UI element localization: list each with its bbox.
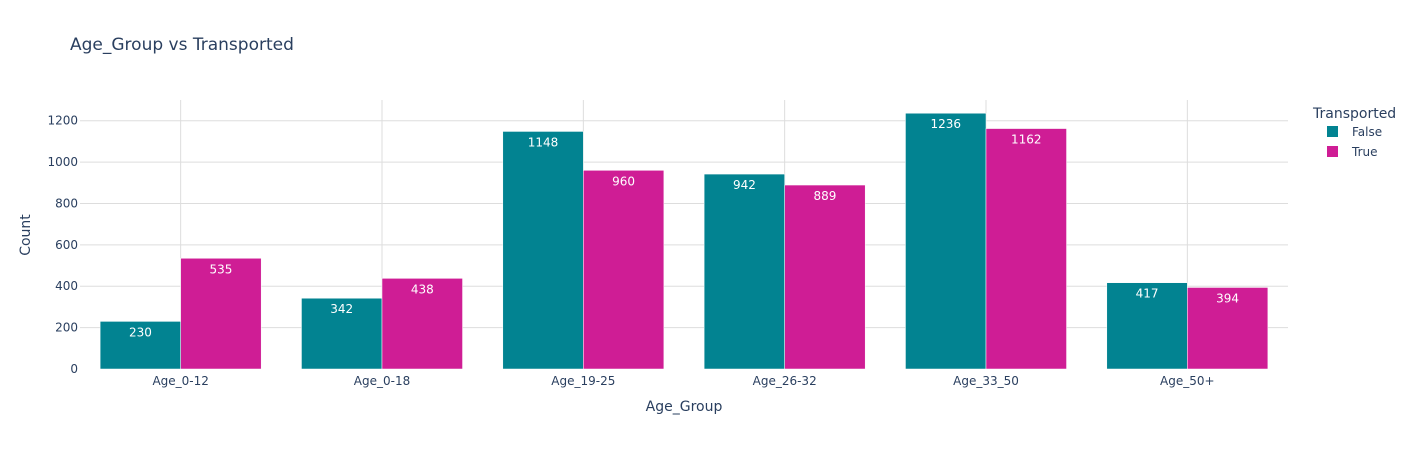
bar-false-age_19-25 (502, 131, 584, 370)
bar-value-label: 889 (813, 189, 836, 203)
y-tick-label: 600 (55, 238, 78, 252)
bar-true-age_33_50 (985, 128, 1067, 370)
bar-value-label: 1148 (528, 135, 559, 149)
x-tick-label: Age_19-25 (551, 374, 615, 388)
legend-title: Transported (1312, 106, 1396, 122)
bar-true-age_19-25 (583, 170, 665, 370)
y-axis-ticks: 0 200 400 600 800 1000 1200 (47, 114, 78, 376)
x-axis-title: Age_Group (646, 399, 723, 415)
bar-false-age_50+ (1106, 282, 1188, 370)
x-tick-label: Age_0-18 (354, 374, 410, 388)
bar-value-label: 417 (1136, 287, 1159, 301)
y-tick-label: 1000 (47, 155, 78, 169)
y-tick-label: 0 (70, 362, 78, 376)
bar-value-label: 342 (330, 302, 353, 316)
bar-value-label: 535 (209, 262, 232, 276)
y-tick-label: 400 (55, 279, 78, 293)
legend: Transported False True (1312, 106, 1396, 159)
bar-true-age_0-12 (180, 258, 262, 370)
bar-value-label: 942 (733, 178, 756, 192)
bar-value-label: 230 (129, 325, 152, 339)
legend-label-true: True (1351, 145, 1378, 159)
bars (99, 112, 1269, 370)
bar-value-label: 394 (1216, 291, 1239, 305)
x-tick-label: Age_26-32 (753, 374, 817, 388)
bar-value-label: 960 (612, 174, 635, 188)
legend-swatch-true (1327, 146, 1338, 157)
bar-true-age_26-32 (784, 184, 866, 370)
x-tick-label: Age_50+ (1160, 374, 1215, 388)
legend-label-false: False (1352, 125, 1382, 139)
y-tick-label: 800 (55, 196, 78, 210)
bar-labels: 230 535 342 438 1148 960 942 889 1236 1162 417 394 (129, 117, 1239, 339)
legend-swatch-false (1327, 126, 1338, 137)
y-tick-label: 200 (55, 321, 78, 335)
y-tick-label: 1200 (47, 114, 78, 128)
bar-value-label: 1236 (930, 117, 961, 131)
x-tick-label: Age_0-12 (152, 374, 208, 388)
bar-false-age_33_50 (905, 112, 987, 370)
bar-false-age_0-12 (99, 321, 181, 370)
x-tick-label: Age_33_50 (953, 374, 1019, 388)
y-axis-title: Count (18, 214, 34, 256)
bar-false-age_0-18 (301, 297, 383, 370)
bar-value-label: 438 (411, 282, 434, 296)
bar-value-label: 1162 (1011, 133, 1042, 147)
bar-true-age_50+ (1187, 287, 1269, 370)
bar-false-age_26-32 (703, 173, 785, 370)
x-axis-ticks: Age_0-12 Age_0-18 Age_19-25 Age_26-32 Age_33… (152, 374, 1214, 388)
bar-true-age_0-18 (381, 278, 463, 370)
chart-title: Age_Group vs Transported (70, 35, 294, 55)
